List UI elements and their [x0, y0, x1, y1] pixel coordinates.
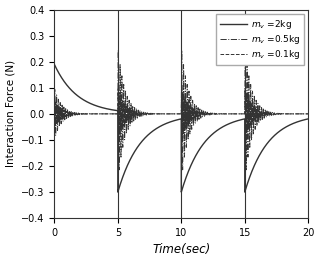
Line: $m_v$ =0.1kg: $m_v$ =0.1kg: [54, 89, 308, 137]
$m_v$ =0.5kg: [177, 112, 180, 116]
$m_v$ =2kg: [306, 117, 310, 121]
$m_v$ =0.5kg: [306, 112, 310, 116]
$m_v$ =2kg: [116, 190, 120, 194]
$m_v$ =2kg: [52, 63, 56, 66]
$m_v$ =0.5kg: [116, 49, 120, 52]
Y-axis label: Interaction Force (N): Interaction Force (N): [5, 60, 16, 167]
Line: $m_v$ =0.5kg: $m_v$ =0.5kg: [54, 50, 308, 170]
$m_v$ =0.1kg: [53, 113, 57, 116]
$m_v$ =0.1kg: [117, 135, 121, 139]
$m_v$ =0.1kg: [293, 112, 297, 116]
Legend: $m_v$ =2kg, $m_v$ =0.5kg, $m_v$ =0.1kg: $m_v$ =2kg, $m_v$ =0.5kg, $m_v$ =0.1kg: [216, 14, 304, 65]
$m_v$ =0.1kg: [177, 112, 180, 116]
$m_v$ =2kg: [293, 121, 297, 124]
$m_v$ =2kg: [177, 118, 180, 121]
$m_v$ =2kg: [53, 65, 57, 68]
$m_v$ =2kg: [102, 107, 106, 110]
$m_v$ =2kg: [63, 81, 67, 84]
$m_v$ =0.5kg: [52, 112, 56, 116]
$m_v$ =0.1kg: [102, 112, 106, 116]
$m_v$ =0.5kg: [53, 128, 57, 132]
$m_v$ =0.5kg: [293, 112, 297, 116]
$m_v$ =0.5kg: [102, 112, 106, 116]
Line: $m_v$ =2kg: $m_v$ =2kg: [54, 64, 308, 192]
$m_v$ =0.1kg: [306, 112, 310, 116]
$m_v$ =0.1kg: [116, 87, 120, 90]
$m_v$ =0.5kg: [63, 118, 67, 121]
$m_v$ =0.1kg: [63, 110, 67, 113]
$m_v$ =0.1kg: [52, 112, 56, 116]
$m_v$ =0.5kg: [68, 110, 71, 113]
X-axis label: Time(sec): Time(sec): [152, 243, 211, 256]
$m_v$ =2kg: [68, 87, 71, 90]
$m_v$ =0.5kg: [117, 168, 121, 171]
$m_v$ =0.1kg: [68, 111, 71, 114]
